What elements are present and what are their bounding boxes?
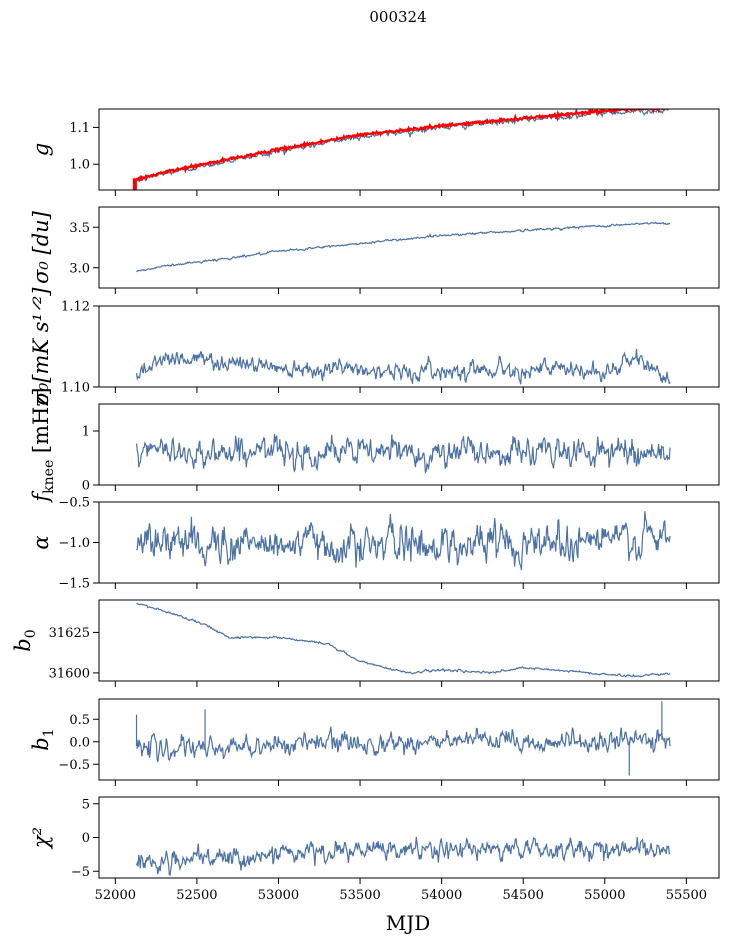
panel-b0: 31600 31625 b0 (11, 599, 720, 687)
panel-frame-sigma0-mk (98, 305, 720, 388)
ytick-label-sigma0-mk-1: 1.12 (61, 300, 90, 315)
ytick-label-sigma0-mk-0: 1.10 (61, 381, 90, 396)
ytick-label-chi2-0: −5 (71, 865, 90, 880)
xtick-label-0: 52000 (95, 888, 136, 903)
panel-sigma0-mk: 1.10 1.12 σ₀[mK s¹ᐟ²] (29, 287, 720, 406)
ytick-label-b1-1: 0.0 (69, 735, 90, 750)
y-axis-label-sigma0-du: σ₀ [du] (29, 210, 53, 284)
series-line-b1 (136, 726, 671, 763)
ytick-label-fknee-1: 1 (82, 425, 90, 440)
ytick-label-chi2-2: 5 (82, 797, 90, 812)
y-axis-label-chi2: χ² (29, 827, 53, 850)
series-line-g (135, 109, 670, 182)
y-axis-label-fknee: fknee [mHz] (29, 387, 57, 503)
ytick-label-b1-0: −0.5 (58, 758, 90, 773)
x-axis-label: MJD (386, 911, 431, 935)
xtick-label-3: 53500 (339, 888, 380, 903)
ytick-label-b0-1: 31625 (49, 626, 90, 641)
series-line-alpha (136, 511, 671, 570)
panel-sigma0-du: 3.0 3.5 σ₀ [du] (29, 206, 720, 294)
series-line-fknee (135, 433, 671, 475)
ytick-label-alpha-1: −1.0 (58, 536, 90, 551)
series-line-sigma0-du (136, 221, 671, 273)
panel-alpha: −1.5 −1.0 −0.5 α (29, 496, 720, 592)
y-axis-label-alpha: α (29, 535, 53, 549)
ytick-label-g-0: 1.0 (69, 158, 90, 173)
panel-frame-sigma0-du (98, 206, 720, 289)
panel-fknee: 0 1 fknee [mHz] (29, 387, 720, 504)
ytick-label-b0-0: 31600 (49, 666, 90, 681)
xtick-label-7: 55500 (666, 888, 707, 903)
series-line-b0 (136, 602, 671, 678)
y-axis-label-b1: b1 (29, 728, 57, 750)
xtick-label-6: 55000 (584, 888, 625, 903)
y-axis-label-b0: b0 (11, 629, 39, 651)
overlay-line-g (135, 109, 671, 183)
ytick-label-chi2-1: 0 (82, 831, 90, 846)
series-line-chi2 (135, 836, 671, 877)
xtick-label-2: 53000 (258, 888, 299, 903)
y-axis-label-sigma0-mk: σ₀[mK s¹ᐟ²] (29, 287, 53, 406)
ytick-label-sigma0-du-1: 3.5 (69, 221, 90, 236)
ytick-label-g-1: 1.1 (69, 121, 90, 136)
xtick-label-1: 52500 (176, 888, 217, 903)
panel-frame-chi2 (98, 796, 720, 879)
panel-frame-g (98, 108, 720, 191)
y-axis-label-g: g (29, 143, 53, 156)
panel-chi2: −5 0 5 52000 52500 53000 53500 54000 54500 55000 5… (29, 796, 720, 903)
xtick-label-5: 54500 (503, 888, 544, 903)
panel-frame-fknee (98, 403, 720, 486)
ytick-label-fknee-0: 0 (82, 479, 90, 494)
panel-frame-b1 (98, 698, 720, 781)
panel-g: 1.0 1.1 g (29, 108, 720, 196)
ytick-label-alpha-2: −0.5 (58, 496, 90, 511)
panel-frame-b0 (98, 599, 720, 682)
panel-b1: −0.5 0.0 0.5 b1 (29, 698, 720, 786)
ytick-label-sigma0-du-0: 3.0 (69, 261, 90, 276)
chart-title: 000324 (369, 8, 426, 26)
xtick-label-4: 54000 (421, 888, 462, 903)
series-line-sigma0-mk (135, 348, 671, 385)
ytick-label-alpha-0: −1.5 (58, 577, 90, 592)
ytick-label-b1-2: 0.5 (69, 713, 90, 728)
